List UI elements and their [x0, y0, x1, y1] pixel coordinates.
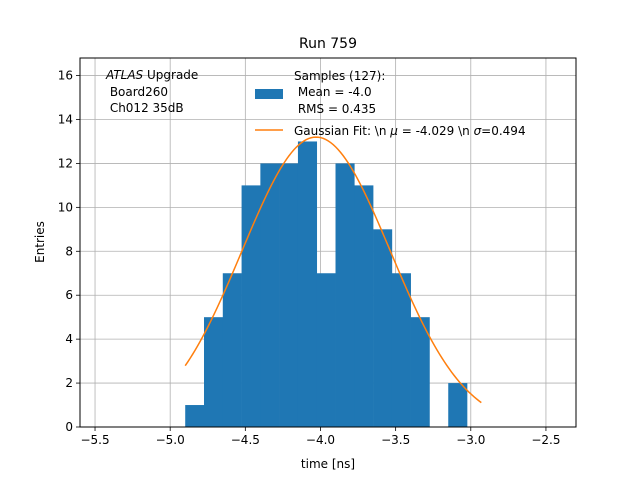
annotation-line-2: Board260	[106, 85, 168, 99]
histogram-bar	[448, 383, 468, 427]
y-tick-label: 16	[58, 69, 73, 83]
y-tick-label: 12	[58, 156, 73, 170]
histogram-bar	[204, 317, 224, 427]
grid	[80, 58, 576, 428]
chart-title: Run 759	[299, 36, 357, 52]
histogram-bar	[241, 185, 261, 427]
annotation-line-1: ATLAS Upgrade	[105, 68, 198, 82]
y-tick-label: 6	[65, 288, 73, 302]
x-axis-ticks: −5.5 −5.0 −4.5 −4.0 −3.5 −3.0 −2.5	[80, 427, 561, 447]
histogram-bar	[373, 229, 393, 427]
histogram-bar	[316, 273, 336, 427]
histogram-bar	[335, 163, 355, 427]
x-tick-label: −4.5	[231, 433, 260, 447]
x-tick-label: −3.0	[456, 433, 485, 447]
histogram-bar	[410, 317, 430, 427]
x-axis-label: time [ns]	[301, 457, 355, 471]
x-tick-label: −2.5	[531, 433, 560, 447]
legend-histogram-line-3: RMS = 0.435	[294, 102, 376, 116]
histogram-bar	[391, 273, 411, 427]
x-tick-label: −5.0	[156, 433, 185, 447]
legend-histogram-line-1: Samples (127):	[294, 69, 385, 83]
y-tick-label: 2	[65, 376, 73, 390]
annotation-upgrade: Upgrade	[143, 68, 198, 82]
legend-fit-sigma-value: =0.494	[481, 124, 525, 138]
y-tick-label: 8	[65, 244, 73, 258]
legend-histogram-swatch	[255, 89, 283, 99]
legend-fit-sigma: σ	[474, 124, 482, 138]
x-tick-label: −4.0	[306, 433, 335, 447]
histogram-bar	[354, 185, 374, 427]
x-tick-label: −3.5	[381, 433, 410, 447]
y-tick-label: 0	[65, 420, 73, 434]
y-tick-label: 10	[58, 200, 73, 214]
plot-frame	[79, 57, 577, 428]
y-tick-label: 4	[65, 332, 73, 346]
legend-histogram-line-2: Mean = -4.0	[294, 85, 372, 99]
histogram-bar	[297, 141, 318, 427]
histogram-bar	[222, 273, 242, 427]
y-axis-label: Entries	[33, 221, 47, 263]
y-tick-label: 14	[58, 113, 73, 127]
histogram-bar	[260, 163, 280, 427]
legend-fit-prefix: Gaussian Fit: \n	[294, 124, 390, 138]
annotation-box: ATLAS Upgrade Board260 Ch012 35dB	[105, 68, 198, 115]
annotation-line-3: Ch012 35dB	[106, 101, 184, 115]
histogram-bars	[185, 141, 468, 427]
legend-fit-mu: μ	[389, 124, 398, 138]
legend-fit-mu-value: = -4.029 \n	[398, 124, 474, 138]
histogram-bar	[279, 163, 299, 427]
gaussian-fit-curve	[184, 136, 482, 404]
x-tick-label: −5.5	[80, 433, 109, 447]
legend: Samples (127): Mean = -4.0 RMS = 0.435 G…	[255, 69, 526, 138]
annotation-atlas: ATLAS	[105, 68, 144, 82]
y-axis-ticks: 0 2 4 6 8 10 12 14 16	[58, 69, 80, 434]
histogram-bar	[185, 405, 205, 427]
legend-fit-label: Gaussian Fit: \n μ = -4.029 \n σ=0.494	[294, 124, 526, 138]
